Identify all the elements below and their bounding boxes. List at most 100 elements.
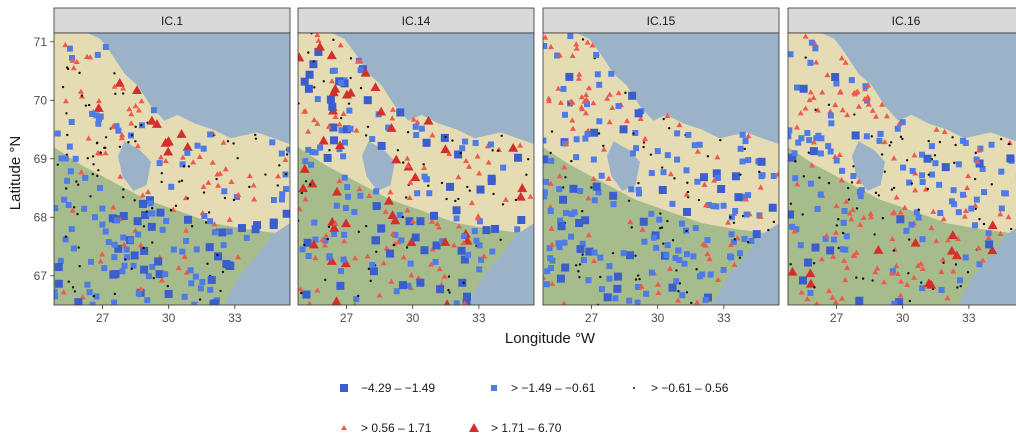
data-point — [78, 264, 81, 268]
data-point — [814, 108, 817, 112]
data-point — [742, 138, 749, 145]
data-point — [67, 168, 74, 175]
data-point — [549, 280, 556, 286]
data-point — [938, 268, 945, 274]
data-point — [285, 153, 289, 156]
data-point — [146, 115, 157, 125]
data-point — [74, 298, 83, 305]
data-point — [357, 192, 364, 199]
legend-label: > 0.56 – 1.71 — [361, 421, 432, 435]
data-point — [998, 168, 1005, 175]
data-point — [788, 153, 797, 162]
data-point — [950, 268, 957, 274]
data-point — [366, 125, 370, 129]
data-point — [696, 273, 703, 280]
data-point — [211, 299, 220, 305]
data-point — [111, 241, 118, 248]
data-point — [674, 156, 681, 163]
data-point — [581, 209, 584, 213]
data-point — [408, 272, 415, 278]
data-point — [573, 136, 580, 143]
data-point — [186, 197, 189, 200]
data-point — [901, 204, 908, 210]
data-point — [927, 173, 930, 176]
data-point — [574, 264, 578, 267]
data-point — [805, 278, 816, 288]
data-point — [561, 263, 570, 272]
data-point — [901, 137, 904, 141]
data-point — [801, 213, 804, 216]
data-point — [928, 143, 935, 150]
data-point — [54, 130, 61, 137]
data-point — [804, 129, 811, 136]
data-point — [105, 239, 112, 246]
data-point — [130, 267, 133, 271]
data-point — [678, 220, 685, 227]
data-point — [861, 95, 868, 102]
data-point — [207, 286, 214, 293]
data-point — [920, 281, 923, 284]
data-point — [798, 276, 807, 285]
data-point — [364, 134, 368, 137]
data-point — [819, 89, 826, 95]
data-point — [685, 291, 689, 294]
data-point — [73, 290, 77, 293]
data-point — [839, 246, 846, 253]
data-point — [124, 258, 127, 261]
data-point — [548, 157, 555, 164]
data-point — [660, 169, 667, 176]
data-point — [954, 263, 958, 266]
data-point — [302, 290, 311, 299]
data-point — [704, 237, 711, 244]
data-point — [944, 237, 951, 243]
data-point — [78, 71, 81, 75]
data-point — [147, 200, 154, 207]
data-point — [648, 269, 655, 276]
data-point — [462, 300, 468, 305]
data-point — [333, 202, 340, 209]
data-point — [667, 127, 671, 130]
legend-label: > −1.49 – −0.61 — [511, 381, 596, 395]
data-point — [412, 123, 419, 130]
data-point — [491, 224, 500, 233]
data-point — [409, 218, 416, 224]
data-point — [547, 43, 554, 50]
data-point — [691, 142, 698, 149]
data-point — [54, 205, 59, 212]
data-point — [826, 287, 833, 294]
data-point — [712, 169, 721, 178]
data-point — [892, 249, 896, 252]
data-point — [959, 137, 966, 144]
data-point — [243, 234, 250, 241]
data-point — [830, 253, 837, 259]
data-point — [226, 228, 233, 235]
data-point — [386, 249, 395, 258]
data-point — [314, 33, 321, 38]
data-point — [406, 194, 413, 200]
data-point — [841, 207, 848, 214]
data-point — [314, 41, 325, 51]
data-point — [548, 265, 555, 272]
data-point — [600, 146, 607, 152]
data-point — [918, 151, 925, 158]
data-point — [793, 124, 800, 130]
data-point — [795, 139, 802, 146]
data-point — [312, 149, 319, 156]
data-point — [642, 141, 646, 144]
data-point — [207, 211, 211, 214]
data-point — [1008, 142, 1011, 146]
data-point — [501, 203, 505, 206]
data-point — [300, 77, 309, 86]
data-point — [732, 221, 736, 224]
data-point — [149, 263, 156, 270]
data-point — [837, 218, 840, 221]
data-point — [962, 254, 969, 261]
data-point — [978, 217, 981, 221]
data-point — [205, 243, 214, 252]
data-point — [896, 215, 905, 224]
data-point — [396, 149, 400, 152]
data-point — [162, 157, 169, 164]
data-point — [611, 251, 615, 255]
data-point — [874, 265, 881, 271]
data-point — [598, 172, 605, 179]
